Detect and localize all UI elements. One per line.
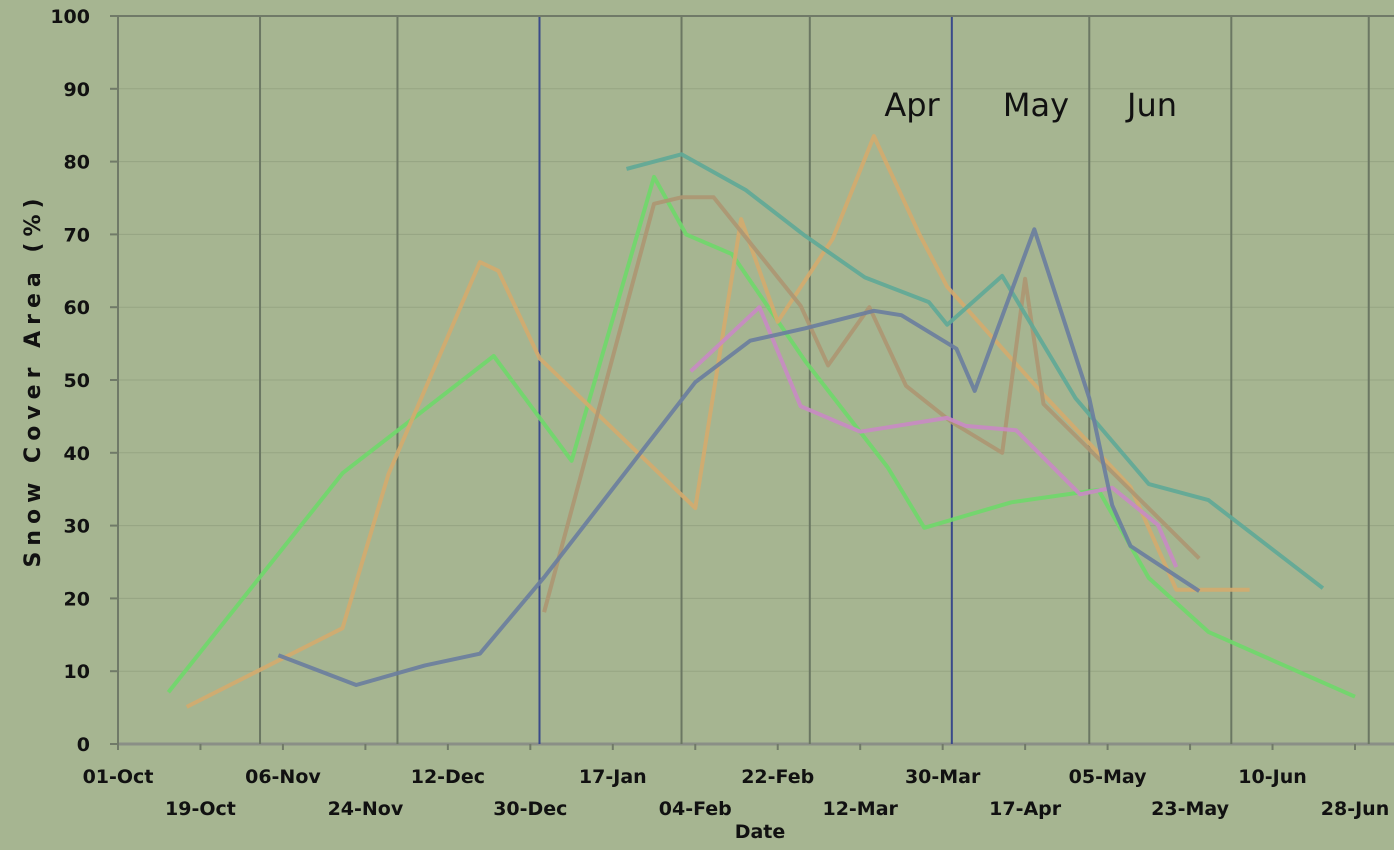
x-tick-label: 28-Jun — [1321, 798, 1389, 820]
y-tick-label: 30 — [64, 516, 90, 538]
annotation: Jun — [1125, 86, 1177, 124]
series-line — [542, 195, 1201, 613]
y-tick-label: 80 — [64, 152, 90, 174]
annotation: Apr — [884, 86, 940, 124]
series-line — [277, 227, 1201, 687]
y-tick-label: 70 — [64, 224, 90, 246]
x-tick-label: 22-Feb — [741, 766, 814, 788]
x-tick-label: 30-Dec — [493, 798, 567, 820]
y-tick-label: 60 — [64, 297, 90, 319]
y-tick-label: 90 — [64, 79, 90, 101]
y-tick-label: 40 — [64, 443, 90, 465]
y-tick-label: 20 — [64, 588, 90, 610]
x-axis-label: Date — [735, 821, 786, 843]
x-tick-label: 30-Mar — [905, 766, 981, 788]
x-tick-label: 24-Nov — [328, 798, 404, 820]
series-line — [689, 305, 1179, 568]
x-tick-label: 17-Jan — [579, 766, 647, 788]
x-tick-label: 12-Dec — [411, 766, 485, 788]
x-tick-label: 17-Apr — [989, 798, 1062, 820]
y-tick-label: 10 — [64, 661, 90, 683]
annotation: May — [1003, 86, 1069, 124]
series-line — [185, 134, 1250, 709]
x-tick-label: 06-Nov — [245, 766, 321, 788]
x-tick-label: 10-Jun — [1238, 766, 1306, 788]
y-tick-label: 50 — [64, 370, 90, 392]
x-tick-label: 01-Oct — [83, 766, 154, 788]
x-tick-label: 05-May — [1069, 766, 1147, 788]
x-tick-label: 12-Mar — [822, 798, 898, 820]
series-line — [625, 152, 1325, 590]
x-tick-label: 04-Feb — [659, 798, 732, 820]
y-tick-label: 0 — [77, 734, 90, 756]
x-tick-label: 23-May — [1151, 798, 1229, 820]
x-tick-label: 19-Oct — [165, 798, 236, 820]
y-axis-label: Snow Cover Area (%) — [21, 192, 46, 567]
y-tick-label: 100 — [50, 6, 90, 28]
